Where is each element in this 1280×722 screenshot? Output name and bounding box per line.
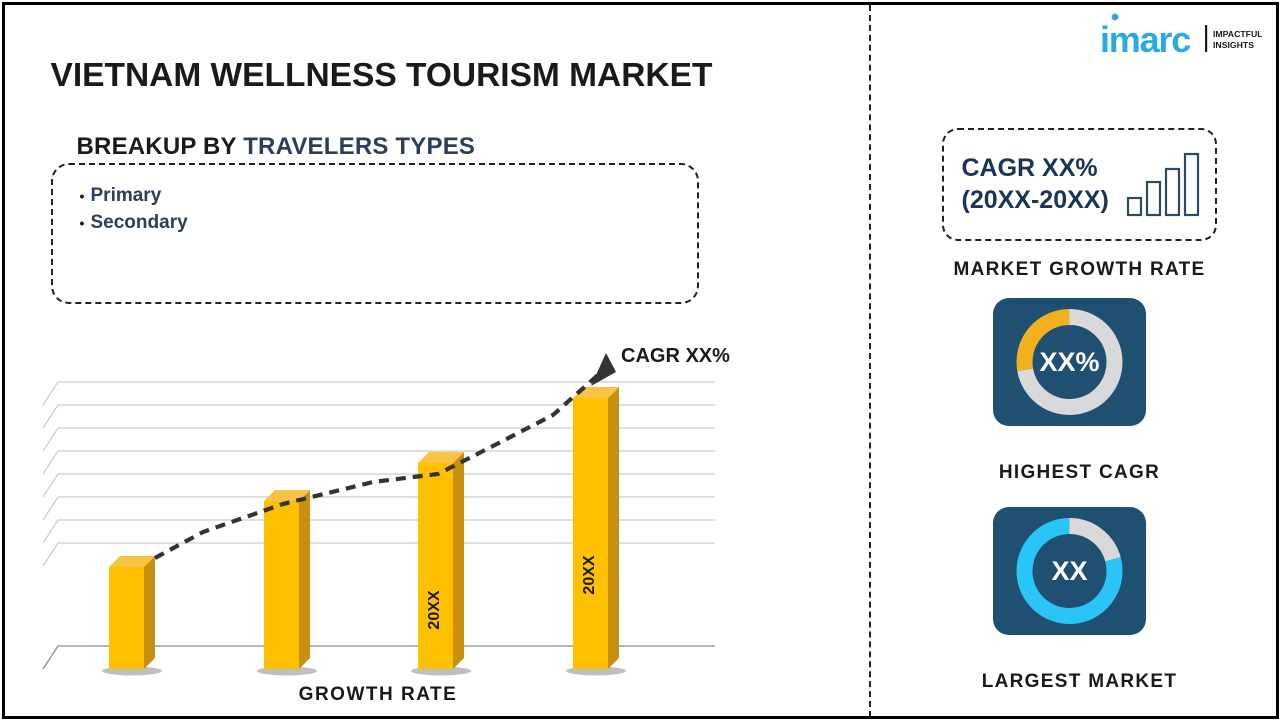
svg-text:XX: XX [1051,556,1087,586]
svg-text:CAGR XX%: CAGR XX% [621,345,730,367]
svg-text:XX%: XX% [1039,347,1099,377]
svg-text:GROWTH RATE: GROWTH RATE [298,684,457,705]
svg-text:20XX: 20XX [426,590,443,629]
svg-text:20XX: 20XX [581,555,598,594]
